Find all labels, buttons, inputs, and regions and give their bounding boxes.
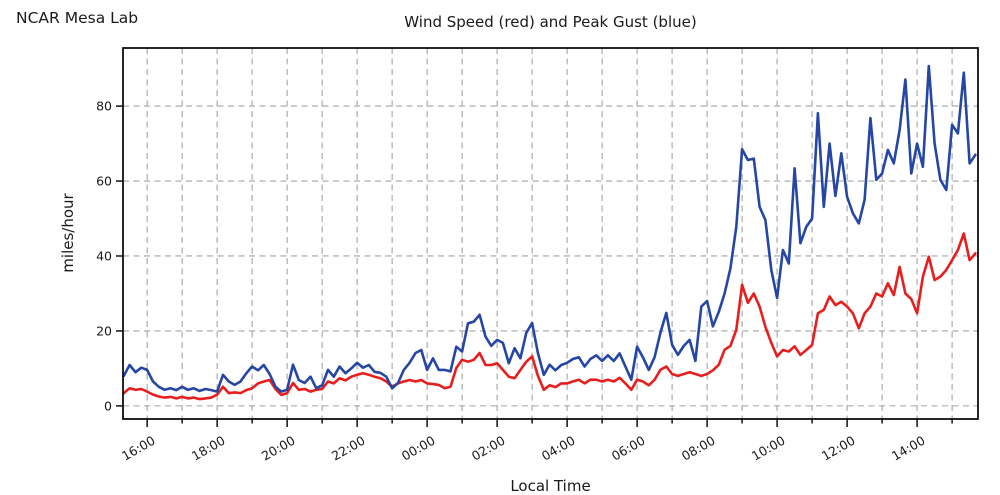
x-tick-label: 08:00 — [679, 433, 718, 464]
station-label: NCAR Mesa Lab — [16, 9, 139, 27]
y-tick-label: 0 — [104, 398, 112, 413]
series-lines — [122, 64, 977, 401]
series-peak-gust — [122, 64, 977, 393]
y-tick-label: 20 — [96, 323, 112, 338]
x-tick-label: 00:00 — [399, 433, 438, 464]
x-tick-label: 16:00 — [119, 433, 158, 464]
y-tick-label: 60 — [96, 174, 112, 189]
x-tick-label: 22:00 — [329, 433, 368, 464]
x-tick-label: 06:00 — [609, 433, 648, 464]
chart-title: Wind Speed (red) and Peak Gust (blue) — [404, 13, 697, 31]
grid — [123, 48, 978, 419]
x-tick-label: 20:00 — [259, 433, 298, 464]
x-tick-label: 12:00 — [819, 433, 858, 464]
series-wind-speed — [122, 232, 977, 401]
tick-labels: 16:00 18:00 20:00 22:00 00:00 02:00 04:00 06:00… — [96, 99, 928, 464]
plot-border — [122, 47, 979, 420]
x-tick-label: 02:00 — [469, 433, 508, 464]
x-tick-label: 10:00 — [749, 433, 788, 464]
y-tick-label: 40 — [96, 248, 112, 263]
x-axis-label: Local Time — [510, 477, 591, 495]
x-tick-label: 18:00 — [189, 433, 228, 464]
x-tick-label: 04:00 — [539, 433, 578, 464]
y-tick-label: 80 — [96, 99, 112, 114]
x-tick-label: 14:00 — [889, 433, 928, 464]
axis-ticks — [116, 105, 953, 427]
